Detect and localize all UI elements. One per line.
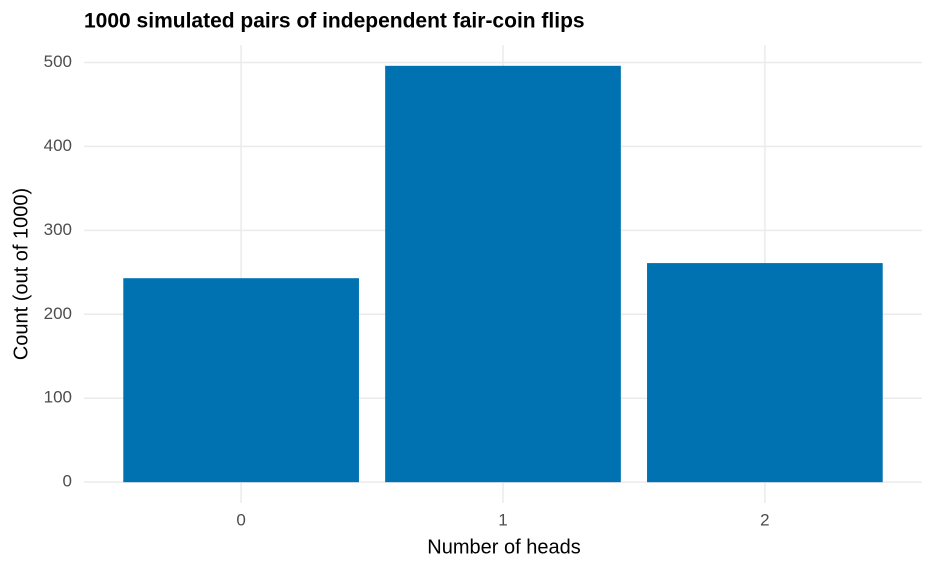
y-tick-label: 200	[44, 304, 72, 323]
x-tick-label: 0	[236, 510, 245, 529]
x-tick-label: 2	[760, 510, 769, 529]
y-tick-label: 0	[63, 472, 72, 491]
chart-title: 1000 simulated pairs of independent fair…	[84, 10, 585, 33]
bar	[123, 278, 359, 483]
y-axis-title: Count (out of 1000)	[10, 188, 32, 360]
y-tick-label: 400	[44, 136, 72, 155]
y-tick-label: 100	[44, 388, 72, 407]
y-tick-label: 500	[44, 52, 72, 71]
x-tick-label: 1	[498, 510, 507, 529]
bar	[385, 65, 621, 483]
x-axis-title: Number of heads	[427, 536, 580, 558]
y-tick-label: 300	[44, 220, 72, 239]
bar	[647, 263, 883, 483]
